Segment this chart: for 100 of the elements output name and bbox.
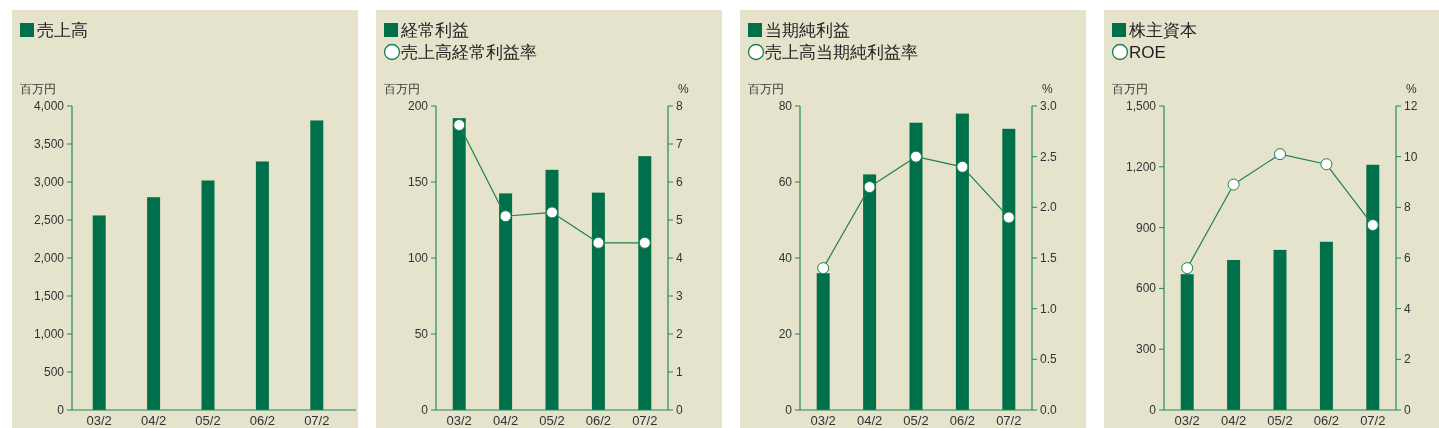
bar — [1273, 249, 1287, 410]
legend-label: ROE — [1129, 43, 1166, 62]
y2-tick-label: 0.5 — [1040, 352, 1058, 367]
y-tick-label: 2,000 — [33, 251, 65, 265]
y2-tick-label: 6 — [1404, 251, 1411, 265]
bar — [310, 120, 324, 410]
point — [956, 160, 969, 173]
x-tick-label: 03/2 — [446, 413, 472, 428]
bar — [201, 180, 215, 410]
bar — [1319, 241, 1333, 410]
x-tick-label: 05/2 — [1267, 413, 1293, 428]
y2-tick-label: 5 — [676, 213, 683, 227]
y2-tick-label: 2.0 — [1040, 200, 1058, 215]
y-tick-label: 100 — [407, 251, 429, 265]
y-axis-title: 百万円 — [1112, 82, 1148, 96]
point — [1366, 219, 1379, 232]
y-axis-title: 百万円 — [384, 82, 420, 96]
point — [1274, 148, 1286, 161]
y-tick-label: 0 — [57, 403, 65, 417]
bar — [147, 197, 161, 410]
y-tick-label: 20 — [778, 327, 793, 341]
y2-tick-label: 1.5 — [1040, 251, 1058, 265]
point — [592, 236, 605, 249]
bar — [1366, 164, 1380, 410]
point — [863, 181, 876, 194]
y2-axis-title: % — [1042, 82, 1053, 96]
legend-label: 株主資本 — [1128, 21, 1197, 40]
x-tick-label: 04/2 — [140, 413, 167, 428]
y2-tick-label: 8 — [676, 99, 683, 113]
bar — [1180, 274, 1194, 410]
y2-tick-label: 0 — [1404, 403, 1411, 417]
y-tick-label: 40 — [778, 251, 793, 265]
y-tick-label: 80 — [778, 99, 793, 113]
y2-tick-label: 1.0 — [1040, 301, 1058, 316]
y2-tick-label: 2 — [1404, 352, 1411, 367]
x-tick-label: 07/2 — [996, 413, 1022, 428]
bar — [591, 192, 605, 410]
y2-tick-label: 7 — [676, 137, 683, 151]
bar — [92, 215, 106, 410]
y2-tick-label: 3 — [676, 289, 683, 303]
x-tick-label: 03/2 — [810, 413, 836, 428]
point — [1320, 158, 1333, 171]
y2-tick-label: 8 — [1404, 200, 1411, 215]
bar — [955, 113, 969, 410]
bar — [1002, 128, 1016, 410]
point — [910, 150, 922, 163]
x-tick-label: 04/2 — [492, 413, 519, 428]
point — [1181, 262, 1194, 275]
legend-label: 売上高当期純利益率 — [765, 43, 918, 62]
y-tick-label: 0 — [785, 403, 793, 417]
point — [638, 236, 651, 249]
bar — [255, 161, 269, 410]
y2-axis-title: % — [1406, 82, 1417, 96]
legend-label: 経常利益 — [400, 21, 469, 40]
y-tick-label: 200 — [407, 99, 429, 113]
y2-tick-label: 4 — [1404, 301, 1411, 316]
y2-axis-title: % — [678, 82, 689, 96]
x-tick-label: 05/2 — [195, 413, 221, 428]
y2-tick-label: 12 — [1404, 99, 1418, 113]
y-tick-label: 0 — [421, 403, 429, 417]
x-tick-label: 04/2 — [1220, 413, 1247, 428]
bar — [545, 169, 559, 410]
point — [546, 206, 558, 219]
legend-label: 売上高経常利益率 — [401, 43, 537, 62]
x-tick-label: 03/2 — [1174, 413, 1200, 428]
point — [817, 262, 830, 275]
bar — [816, 273, 830, 410]
y-tick-label: 600 — [1135, 281, 1157, 296]
x-tick-label: 06/2 — [1313, 413, 1340, 428]
y2-tick-label: 3.0 — [1040, 99, 1058, 113]
y-tick-label: 4,000 — [33, 99, 65, 113]
legend-label: 売上高 — [37, 21, 88, 40]
x-tick-label: 03/2 — [86, 413, 112, 428]
point — [1227, 178, 1240, 191]
y2-tick-label: 6 — [676, 175, 683, 189]
point — [499, 210, 512, 223]
legend-label: 当期純利益 — [765, 21, 850, 40]
y-axis-title: 百万円 — [20, 82, 56, 96]
x-tick-label: 04/2 — [856, 413, 883, 428]
bar — [1227, 260, 1241, 410]
y2-tick-label: 2.5 — [1040, 149, 1058, 164]
y-tick-label: 1,500 — [1125, 99, 1157, 113]
y2-tick-label: 0.0 — [1040, 403, 1058, 417]
x-tick-label: 06/2 — [585, 413, 612, 428]
x-tick-label: 05/2 — [539, 413, 565, 428]
x-tick-label: 07/2 — [632, 413, 658, 428]
bar — [638, 156, 652, 410]
y-tick-label: 900 — [1135, 220, 1157, 235]
bar — [863, 174, 877, 410]
y-tick-label: 50 — [414, 327, 429, 341]
y2-tick-label: 0 — [676, 403, 683, 417]
x-tick-label: 06/2 — [249, 413, 276, 428]
y-tick-label: 60 — [778, 175, 793, 189]
point — [1002, 211, 1015, 224]
x-tick-label: 07/2 — [1360, 413, 1386, 428]
y-tick-label: 1,000 — [33, 327, 65, 341]
y2-tick-label: 2 — [676, 327, 683, 341]
y-tick-label: 300 — [1135, 342, 1157, 357]
y-tick-label: 500 — [43, 365, 65, 379]
y2-tick-label: 10 — [1404, 149, 1418, 164]
